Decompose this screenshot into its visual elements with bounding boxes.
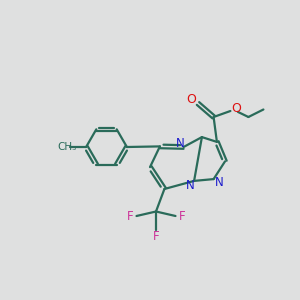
- Text: F: F: [179, 209, 185, 223]
- Text: F: F: [153, 230, 159, 244]
- Text: F: F: [127, 209, 133, 223]
- Text: CH₃: CH₃: [58, 142, 77, 152]
- Text: N: N: [176, 136, 184, 150]
- Text: N: N: [186, 179, 195, 192]
- Text: O: O: [232, 102, 241, 115]
- Text: O: O: [187, 93, 196, 106]
- Text: N: N: [215, 176, 224, 189]
